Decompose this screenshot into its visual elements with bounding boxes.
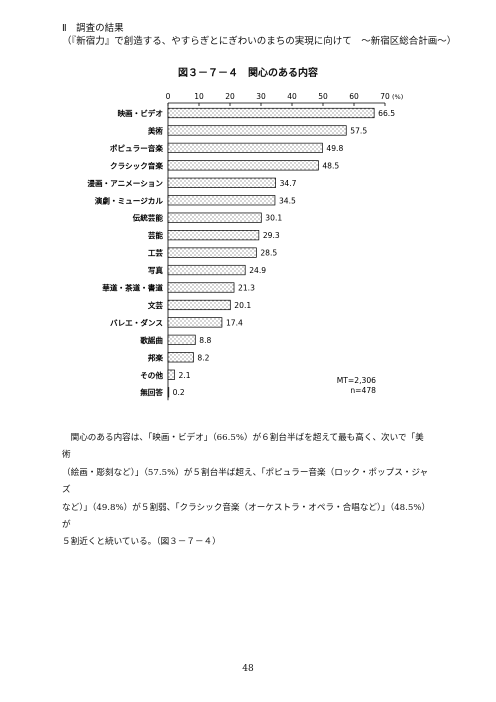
category-label: 映画・ビデオ (117, 108, 163, 118)
bar (167, 247, 257, 258)
value-label: 34.7 (280, 179, 297, 188)
value-label: 66.5 (378, 109, 395, 118)
bar (167, 317, 223, 328)
category-label: 写真 (148, 265, 164, 275)
body-paragraph: 関心のある内容は、「映画・ビデオ」（66.5%）が６割台半ばを超えて最も高く、次… (62, 433, 431, 548)
x-tick-label: 30 (256, 92, 266, 101)
x-tick-label: 50 (318, 92, 328, 101)
mt-annotation: MT=2,306 (337, 376, 376, 385)
x-tick-label: 60 (349, 92, 359, 101)
chart-title: 図３－７－４ 関心のある内容 (178, 68, 318, 79)
bar (167, 352, 194, 363)
x-unit-label: (%) (392, 93, 403, 101)
n-annotation: n=478 (350, 386, 376, 395)
x-tick-label: 0 (166, 92, 171, 101)
value-label: 49.8 (326, 144, 343, 153)
category-label: 文芸 (148, 300, 164, 310)
x-tick-label: 10 (194, 92, 204, 101)
bar (167, 299, 231, 311)
page-number: 48 (242, 664, 254, 674)
value-label: 24.9 (249, 266, 266, 275)
category-label: 伝統芸能 (133, 213, 164, 223)
value-label: 34.5 (279, 196, 296, 205)
category-label: クラシック音楽 (110, 160, 163, 170)
bar (167, 177, 276, 188)
category-label: バレエ・ダンス (110, 317, 163, 327)
bar (167, 230, 260, 241)
value-label: 29.3 (263, 231, 280, 240)
bar-chart: 0 10 20 30 40 50 60 70 (%) 映画・ビデオ 66.5 美術 57.5 ポピュラー音… (87, 92, 403, 401)
section-subheading: （『新宿力』で創造する、やすらぎとにぎわいのまちの実現に向けて ～新宿区総合計画… (62, 36, 457, 47)
value-label: 17.4 (226, 318, 243, 327)
bar (167, 107, 375, 119)
category-label: 工芸 (148, 248, 164, 258)
section-heading: Ⅱ 調査の結果 (62, 23, 124, 34)
category-label: その他 (140, 370, 163, 380)
value-label: 2.1 (179, 371, 191, 380)
bar (167, 125, 347, 136)
category-label: 無回答 (140, 387, 163, 397)
x-tick-label: 40 (287, 92, 297, 101)
category-label: 歌謡曲 (140, 335, 163, 345)
category-label: 漫画・アニメーション (87, 178, 163, 188)
bar (167, 387, 170, 398)
category-label: 邦楽 (148, 352, 164, 362)
x-tick-label: 70 (380, 92, 390, 101)
value-label: 8.2 (197, 353, 209, 362)
bar (167, 212, 262, 223)
category-label: 華道・茶道・書道 (102, 283, 163, 293)
bar (167, 264, 246, 276)
bar (167, 334, 196, 345)
bar (167, 282, 235, 293)
x-tick-label: 20 (225, 92, 235, 101)
bar (167, 369, 175, 380)
value-label: 21.3 (238, 284, 255, 293)
value-label: 30.1 (265, 214, 282, 223)
category-label: 美術 (148, 125, 164, 135)
bar (167, 160, 319, 171)
value-label: 57.5 (350, 126, 367, 135)
value-label: 28.5 (260, 249, 277, 258)
bar (167, 142, 323, 153)
value-label: 48.5 (322, 161, 339, 170)
value-label: 20.1 (234, 301, 251, 310)
category-label: 演劇・ミュージカル (95, 195, 164, 205)
bar (167, 195, 276, 206)
value-label: 0.2 (173, 388, 185, 397)
value-label: 8.8 (199, 336, 211, 345)
category-label: ポピュラー音楽 (110, 143, 164, 153)
category-label: 芸能 (148, 230, 164, 240)
